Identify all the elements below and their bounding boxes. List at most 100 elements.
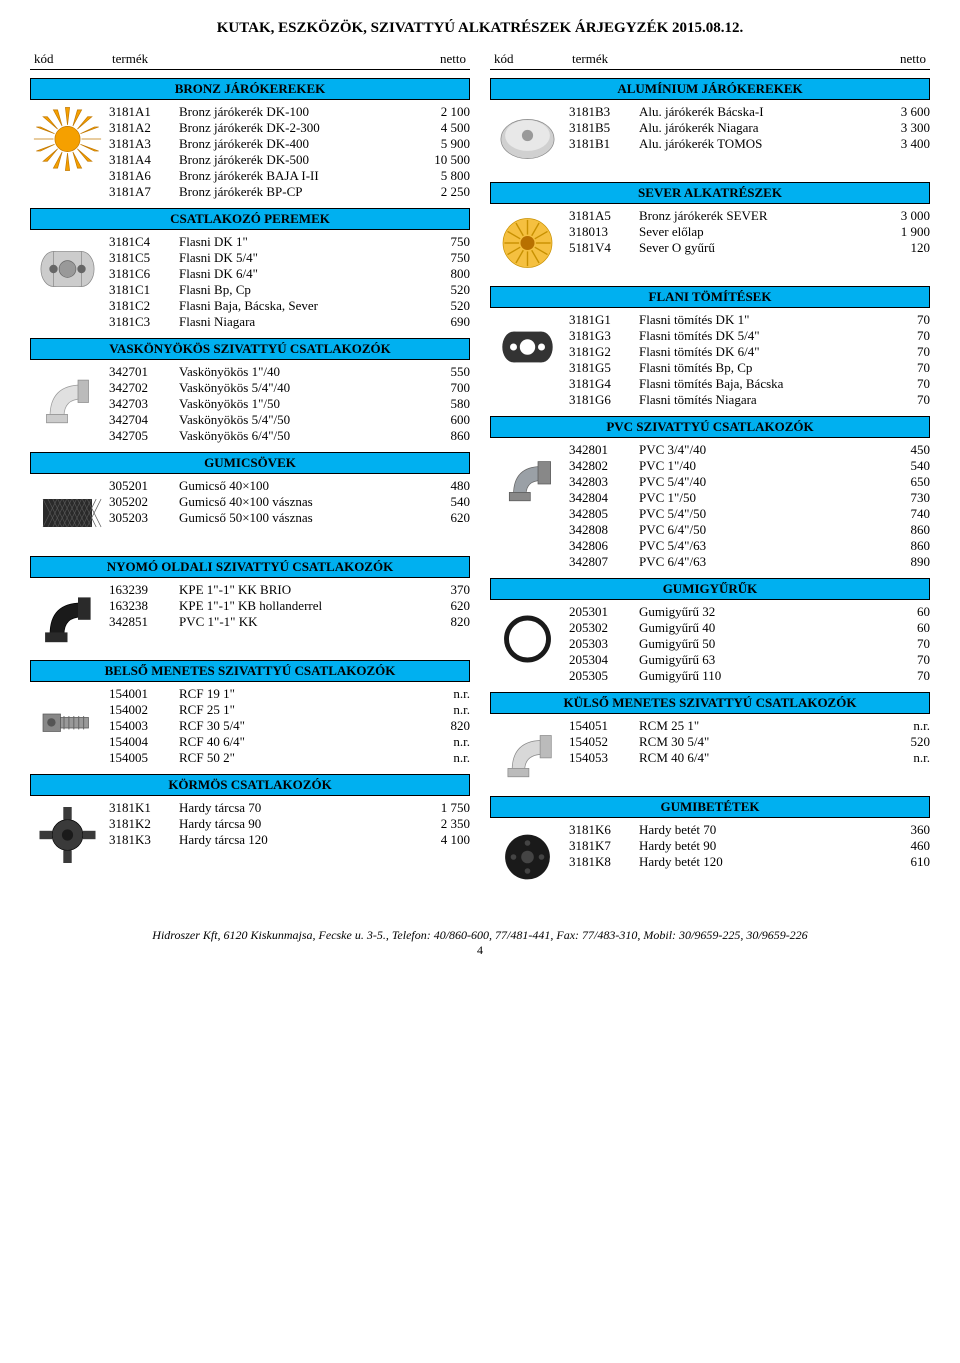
price-cell: 5 900 (410, 136, 470, 152)
product-cell: Flasni tömítés DK 5/4" (639, 328, 870, 344)
product-cell: Vaskönyökös 5/4"/50 (179, 412, 410, 428)
price-cell: 540 (870, 458, 930, 474)
code-cell: 3181C2 (109, 298, 179, 314)
price-cell: 70 (870, 668, 930, 684)
code-cell: 3181K3 (109, 832, 179, 848)
product-cell: Hardy tárcsa 90 (179, 816, 410, 832)
product-cell: PVC 6/4"/50 (639, 522, 870, 538)
code-cell: 3181A2 (109, 120, 179, 136)
table-row: 3181C3Flasni Niagara690 (109, 314, 470, 330)
product-cell: Gumigyűrű 32 (639, 604, 870, 620)
table-row: 3181B3Alu. járókerék Bácska-I3 600 (569, 104, 930, 120)
product-cell: RCF 25 1" (179, 702, 410, 718)
flange-icon (30, 234, 105, 304)
col-header-left: kód termék netto (30, 49, 470, 70)
code-cell: 3181K1 (109, 800, 179, 816)
price-cell: 60 (870, 604, 930, 620)
code-cell: 342803 (569, 474, 639, 490)
table-row: 342703Vaskönyökös 1"/50580 (109, 396, 470, 412)
section-header: VASKÖNYÖKÖS SZIVATTYÚ CSATLAKOZÓK (30, 338, 470, 360)
product-group: 3181A1Bronz járókerék DK-1002 1003181A2B… (30, 104, 470, 200)
code-cell: 342806 (569, 538, 639, 554)
product-cell: Hardy betét 70 (639, 822, 870, 838)
price-cell: 3 300 (870, 120, 930, 136)
price-cell: n.r. (870, 750, 930, 766)
price-cell: n.r. (410, 702, 470, 718)
code-cell: 305202 (109, 494, 179, 510)
price-cell: 620 (410, 510, 470, 526)
product-group: 3181G1Flasni tömítés DK 1"703181G3Flasni… (490, 312, 930, 408)
section-header: BRONZ JÁRÓKEREKEK (30, 78, 470, 100)
code-cell: 205301 (569, 604, 639, 620)
product-cell: Flasni tömítés DK 1" (639, 312, 870, 328)
table-row: 342808PVC 6/4"/50860 (569, 522, 930, 538)
price-cell: 2 100 (410, 104, 470, 120)
table-row: 342851PVC 1"-1" KK820 (109, 614, 470, 630)
price-cell: 10 500 (410, 152, 470, 168)
table-row: 3181A4Bronz járókerék DK-50010 500 (109, 152, 470, 168)
code-cell: 154053 (569, 750, 639, 766)
table-row: 342804PVC 1"/50730 (569, 490, 930, 506)
code-cell: 342705 (109, 428, 179, 444)
code-cell: 154002 (109, 702, 179, 718)
table-row: 154052RCM 30 5/4"520 (569, 734, 930, 750)
price-cell: 3 000 (870, 208, 930, 224)
code-cell: 3181G5 (569, 360, 639, 376)
table-row: 342802PVC 1"/40540 (569, 458, 930, 474)
section-header: GUMIBETÉTEK (490, 796, 930, 818)
code-cell: 205302 (569, 620, 639, 636)
elbow-pvc-icon (490, 442, 565, 512)
product-cell: Gumicső 40×100 vásznas (179, 494, 410, 510)
price-cell: 520 (410, 298, 470, 314)
code-cell: 342701 (109, 364, 179, 380)
table-row: 3181A2Bronz járókerék DK-2-3004 500 (109, 120, 470, 136)
table-row: 3181K1Hardy tárcsa 701 750 (109, 800, 470, 816)
table-row: 154003RCF 30 5/4"820 (109, 718, 470, 734)
code-cell: 3181A1 (109, 104, 179, 120)
price-cell: 610 (870, 854, 930, 870)
code-cell: 342802 (569, 458, 639, 474)
product-cell: Bronz járókerék DK-100 (179, 104, 410, 120)
product-group: 3181C4Flasni DK 1"7503181C5Flasni DK 5/4… (30, 234, 470, 330)
product-cell: Flasni DK 5/4" (179, 250, 410, 266)
code-cell: 3181A7 (109, 184, 179, 200)
product-cell: Gumigyűrű 50 (639, 636, 870, 652)
price-cell: 600 (410, 412, 470, 428)
section-header: CSATLAKOZÓ PEREMEK (30, 208, 470, 230)
price-cell: 4 500 (410, 120, 470, 136)
section-header: SEVER ALKATRÉSZEK (490, 182, 930, 204)
table-row: 205305Gumigyűrű 11070 (569, 668, 930, 684)
price-cell: 4 100 (410, 832, 470, 848)
price-cell: 460 (870, 838, 930, 854)
table-row: 3181B5Alu. járókerék Niagara3 300 (569, 120, 930, 136)
code-cell: 3181G4 (569, 376, 639, 392)
price-cell: 820 (410, 718, 470, 734)
code-cell: 205305 (569, 668, 639, 684)
price-cell: 700 (410, 380, 470, 396)
code-cell: 3181C1 (109, 282, 179, 298)
code-cell: 342704 (109, 412, 179, 428)
hdr-net: netto (862, 49, 930, 69)
product-group: 342801PVC 3/4"/40450342802PVC 1"/4054034… (490, 442, 930, 570)
table-row: 205301Gumigyűrű 3260 (569, 604, 930, 620)
code-cell: 3181K8 (569, 854, 639, 870)
gasket-icon (490, 312, 565, 382)
product-cell: PVC 3/4"/40 (639, 442, 870, 458)
table-row: 3181G5Flasni tömítés Bp, Cp70 (569, 360, 930, 376)
table-row: 3181A5Bronz járókerék SEVER3 000 (569, 208, 930, 224)
price-cell: 520 (870, 734, 930, 750)
product-cell: Hardy tárcsa 70 (179, 800, 410, 816)
price-cell: n.r. (870, 718, 930, 734)
barb-icon (30, 686, 105, 756)
product-group: 3181K1Hardy tárcsa 701 7503181K2Hardy tá… (30, 800, 470, 870)
price-cell: 650 (870, 474, 930, 490)
product-cell: Gumigyűrű 110 (639, 668, 870, 684)
code-cell: 3181C4 (109, 234, 179, 250)
product-cell: Sever előlap (639, 224, 870, 240)
price-cell: 1 750 (410, 800, 470, 816)
product-cell: Hardy betét 90 (639, 838, 870, 854)
code-cell: 3181A6 (109, 168, 179, 184)
code-cell: 3181K2 (109, 816, 179, 832)
code-cell: 3181B1 (569, 136, 639, 152)
table-row: 342701Vaskönyökös 1"/40550 (109, 364, 470, 380)
